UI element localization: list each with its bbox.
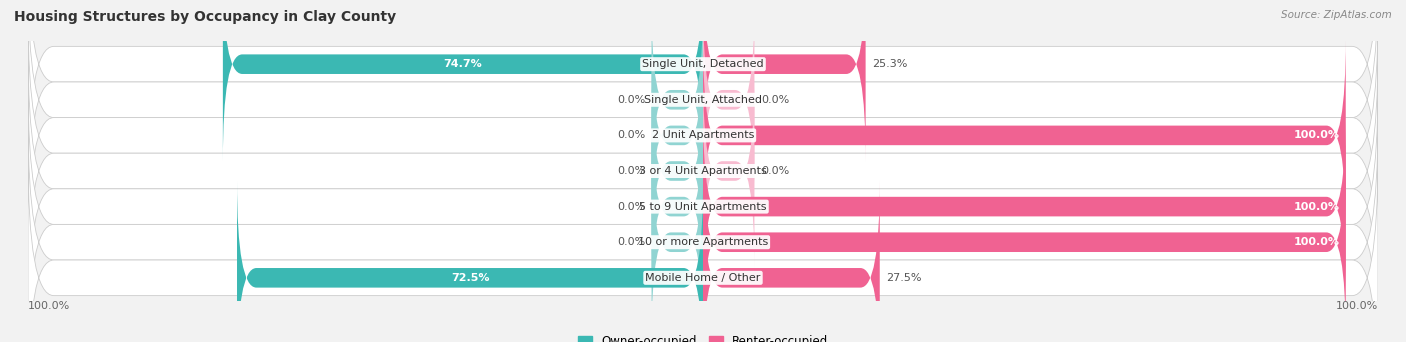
Text: 25.3%: 25.3% (872, 59, 907, 69)
Text: 10 or more Apartments: 10 or more Apartments (638, 237, 768, 247)
Text: 5 to 9 Unit Apartments: 5 to 9 Unit Apartments (640, 201, 766, 212)
Text: 74.7%: 74.7% (443, 59, 482, 69)
FancyBboxPatch shape (703, 145, 1346, 339)
Text: 0.0%: 0.0% (617, 237, 645, 247)
FancyBboxPatch shape (224, 0, 703, 161)
Text: 100.0%: 100.0% (1294, 130, 1340, 141)
FancyBboxPatch shape (703, 181, 880, 342)
FancyBboxPatch shape (651, 145, 703, 339)
Text: 0.0%: 0.0% (761, 166, 789, 176)
FancyBboxPatch shape (651, 38, 703, 233)
Text: 27.5%: 27.5% (886, 273, 922, 283)
Text: 100.0%: 100.0% (1294, 201, 1340, 212)
Text: Housing Structures by Occupancy in Clay County: Housing Structures by Occupancy in Clay … (14, 10, 396, 24)
Text: 0.0%: 0.0% (617, 130, 645, 141)
FancyBboxPatch shape (28, 47, 1378, 295)
Text: Source: ZipAtlas.com: Source: ZipAtlas.com (1281, 10, 1392, 20)
FancyBboxPatch shape (703, 0, 866, 161)
FancyBboxPatch shape (28, 118, 1378, 342)
Text: Single Unit, Attached: Single Unit, Attached (644, 95, 762, 105)
FancyBboxPatch shape (703, 109, 1346, 304)
FancyBboxPatch shape (28, 11, 1378, 260)
Text: 100.0%: 100.0% (28, 301, 70, 311)
FancyBboxPatch shape (28, 153, 1378, 342)
Text: 72.5%: 72.5% (451, 273, 489, 283)
Text: 100.0%: 100.0% (1336, 301, 1378, 311)
Text: 0.0%: 0.0% (617, 166, 645, 176)
FancyBboxPatch shape (703, 3, 755, 197)
FancyBboxPatch shape (703, 74, 755, 268)
FancyBboxPatch shape (651, 74, 703, 268)
FancyBboxPatch shape (651, 3, 703, 197)
Text: 3 or 4 Unit Apartments: 3 or 4 Unit Apartments (640, 166, 766, 176)
FancyBboxPatch shape (28, 0, 1378, 189)
FancyBboxPatch shape (28, 0, 1378, 224)
Text: 2 Unit Apartments: 2 Unit Apartments (652, 130, 754, 141)
Text: Single Unit, Detached: Single Unit, Detached (643, 59, 763, 69)
FancyBboxPatch shape (28, 82, 1378, 331)
FancyBboxPatch shape (651, 109, 703, 304)
FancyBboxPatch shape (703, 38, 1346, 233)
Legend: Owner-occupied, Renter-occupied: Owner-occupied, Renter-occupied (572, 330, 834, 342)
Text: 0.0%: 0.0% (761, 95, 789, 105)
Text: 0.0%: 0.0% (617, 95, 645, 105)
Text: 100.0%: 100.0% (1294, 237, 1340, 247)
Text: Mobile Home / Other: Mobile Home / Other (645, 273, 761, 283)
FancyBboxPatch shape (238, 181, 703, 342)
Text: 0.0%: 0.0% (617, 201, 645, 212)
